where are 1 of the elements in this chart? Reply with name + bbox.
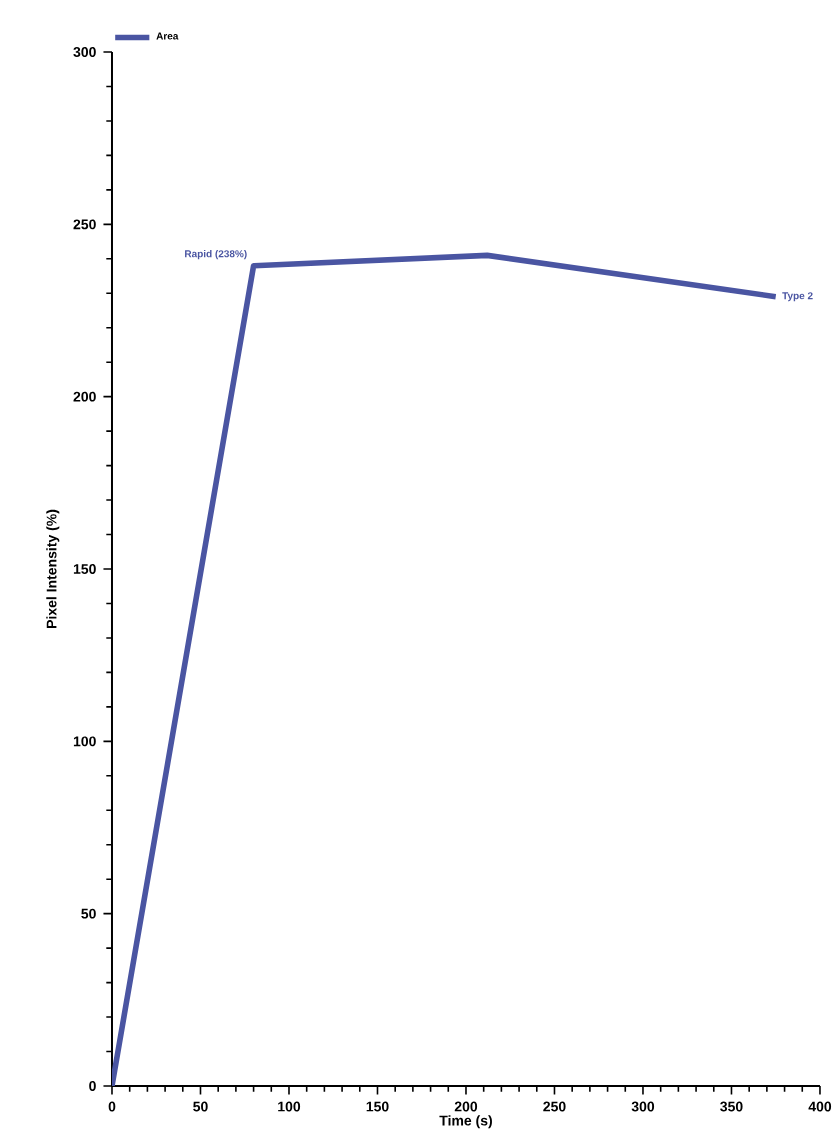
line-series (111, 252, 779, 1086)
